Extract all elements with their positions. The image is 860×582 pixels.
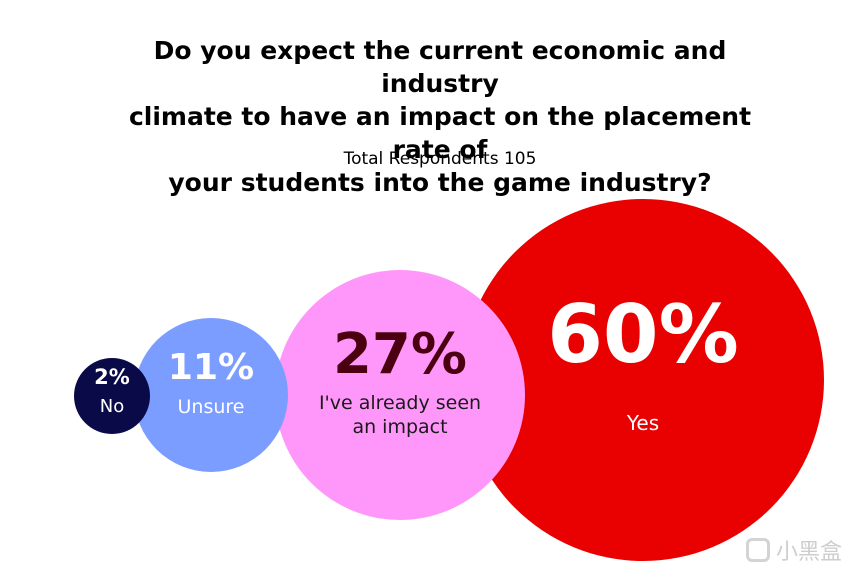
bubble-value-label: 60% xyxy=(547,288,738,381)
bubble-category-label: Yes xyxy=(626,411,659,435)
chart-title-line: climate to have an impact on the placeme… xyxy=(128,102,752,164)
watermark-logo-icon xyxy=(745,538,770,562)
bubble-value-label: 2% xyxy=(94,365,130,389)
bubble-category-label: Unsure xyxy=(178,396,245,418)
bubble-no xyxy=(74,358,150,434)
bubble-value-label: 11% xyxy=(168,347,254,388)
bubble-i-ve-already-seen-an-impact xyxy=(275,270,525,520)
bubble-category-label: I've already seen xyxy=(319,392,481,414)
bubble-yes xyxy=(462,199,824,561)
watermark: 小黑盒 xyxy=(745,534,842,566)
chart-title: Do you expect the current economic and i… xyxy=(100,34,780,199)
bubble-value-label: 27% xyxy=(333,322,467,387)
chart-title-line: your students into the game industry? xyxy=(168,168,712,197)
watermark-text: 小黑盒 xyxy=(775,540,842,565)
chart-subtitle: Total Respondents 105 xyxy=(343,149,537,169)
chart-title-line: Do you expect the current economic and i… xyxy=(153,36,727,98)
bubble-category-label: an impact xyxy=(352,416,447,438)
bubble-category-label: No xyxy=(100,396,124,417)
bubble-unsure xyxy=(134,318,288,472)
